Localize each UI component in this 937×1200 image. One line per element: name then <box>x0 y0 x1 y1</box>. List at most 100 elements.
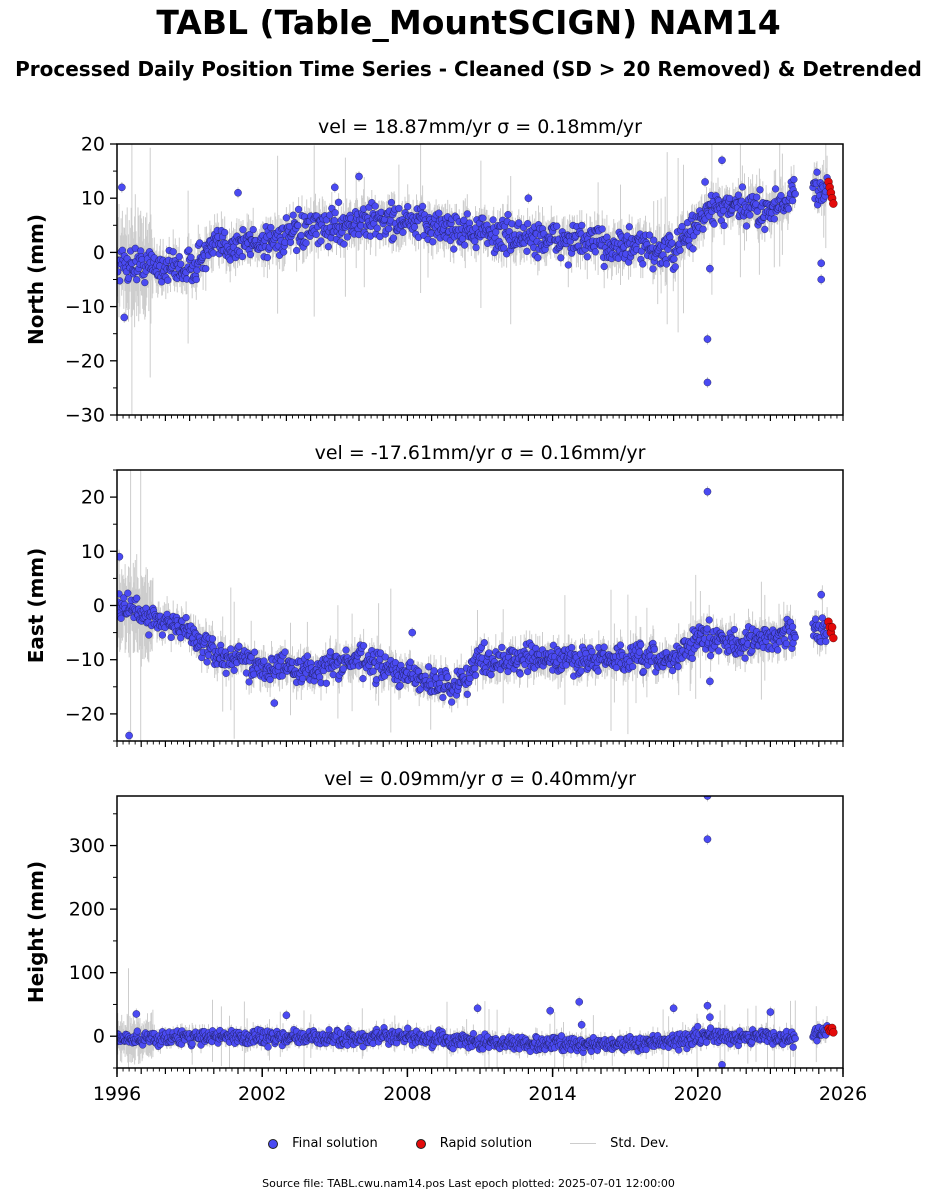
final-point <box>725 194 734 203</box>
final-point <box>182 613 190 622</box>
outlier-point <box>577 1020 586 1029</box>
final-point <box>719 207 728 215</box>
final-point <box>756 186 764 194</box>
source-note: Source file: TABL.cwu.nam14.pos Last epo… <box>262 1177 675 1190</box>
final-point <box>639 667 648 676</box>
final-point <box>741 654 749 662</box>
final-point <box>789 1043 797 1051</box>
panel-3: 0 100 200 300 1996 2002 2008 2014 2020 2026 vel = … <box>24 768 867 1105</box>
final-point <box>117 277 124 285</box>
final-point <box>788 623 797 631</box>
final-point <box>703 625 711 633</box>
outlier-point <box>703 487 712 496</box>
final-point <box>706 1024 715 1032</box>
y-tick-label: 0 <box>93 242 105 264</box>
final-point <box>557 1032 566 1040</box>
final-point <box>133 276 141 284</box>
final-solution-points-3 <box>117 1022 831 1057</box>
final-point <box>489 216 497 224</box>
final-point <box>429 238 437 246</box>
final-point <box>600 262 608 271</box>
final-point <box>343 233 352 241</box>
final-solution-points-1 <box>117 168 831 287</box>
panel-1: −30 −20 −10 0 10 20 vel = 18.87mm/yr σ = 0.18m… <box>24 116 844 427</box>
final-point <box>761 225 769 234</box>
y-tick-label: −20 <box>65 703 105 725</box>
final-point <box>678 222 686 231</box>
outlier-point <box>282 1011 291 1020</box>
final-point <box>791 633 799 642</box>
final-point <box>267 223 275 232</box>
final-point <box>578 221 586 230</box>
final-point <box>564 261 572 269</box>
final-point <box>373 224 381 232</box>
final-point <box>369 667 377 675</box>
final-point <box>466 674 474 683</box>
final-point <box>784 205 793 213</box>
final-point <box>221 228 229 237</box>
plot-area-2 <box>117 470 838 741</box>
rapid-point <box>829 199 838 208</box>
final-point <box>260 657 268 665</box>
final-point <box>463 210 471 218</box>
std-dev-bars-2 <box>117 470 828 741</box>
final-point <box>625 223 633 231</box>
final-point <box>295 205 303 214</box>
final-point <box>141 279 149 287</box>
final-point <box>674 663 682 671</box>
final-point <box>492 228 500 236</box>
final-point <box>753 207 761 215</box>
outlier-point <box>118 183 126 192</box>
outlier-point <box>706 1013 714 1021</box>
outlier-point <box>234 188 242 197</box>
final-point <box>557 254 565 262</box>
final-point <box>209 249 217 257</box>
final-point <box>203 658 211 666</box>
final-point <box>738 183 747 191</box>
final-point <box>706 652 715 660</box>
y-tick-label: −20 <box>65 350 105 372</box>
final-point <box>377 649 385 657</box>
final-point <box>668 666 677 675</box>
outlier-point <box>132 1010 141 1018</box>
final-point <box>294 221 302 230</box>
final-point <box>192 275 200 284</box>
final-point <box>360 642 368 650</box>
final-point <box>340 240 348 248</box>
outlier-point <box>706 264 714 273</box>
legend-rapid: Rapid solution <box>415 1136 532 1151</box>
outlier-point <box>669 1004 678 1013</box>
final-point <box>591 248 600 256</box>
final-point <box>124 274 133 282</box>
final-point <box>480 639 488 647</box>
final-point <box>635 648 644 656</box>
final-point <box>670 255 678 263</box>
final-solution-points-2 <box>117 589 831 706</box>
x-tick-label: 1996 <box>93 1083 141 1105</box>
final-point <box>387 198 396 207</box>
y-tick-label: 20 <box>81 487 105 509</box>
y-tick-label: 100 <box>69 962 105 984</box>
legend-std-marker <box>570 1142 597 1145</box>
final-point <box>406 658 415 666</box>
final-point <box>245 678 253 686</box>
final-point <box>720 221 728 230</box>
legend-final-marker <box>268 1138 279 1149</box>
final-point <box>133 594 141 602</box>
legend-final: Final solution <box>268 1136 378 1151</box>
rapid-point <box>829 1028 838 1037</box>
outlier-point <box>817 275 826 284</box>
final-point <box>472 244 480 252</box>
outlier-point <box>524 194 533 202</box>
outlier-point <box>330 183 339 192</box>
chart-area: −30 −20 −10 0 10 20 vel = 18.87mm/yr σ = 0.18m… <box>24 116 867 1105</box>
final-point <box>435 209 443 217</box>
final-point <box>357 222 365 230</box>
final-point <box>504 211 512 219</box>
rapid-point <box>827 622 837 632</box>
final-point <box>396 682 404 690</box>
final-point <box>169 248 177 256</box>
final-point <box>770 215 778 223</box>
x-tick-label: 2020 <box>674 1083 722 1105</box>
final-point <box>395 204 403 213</box>
